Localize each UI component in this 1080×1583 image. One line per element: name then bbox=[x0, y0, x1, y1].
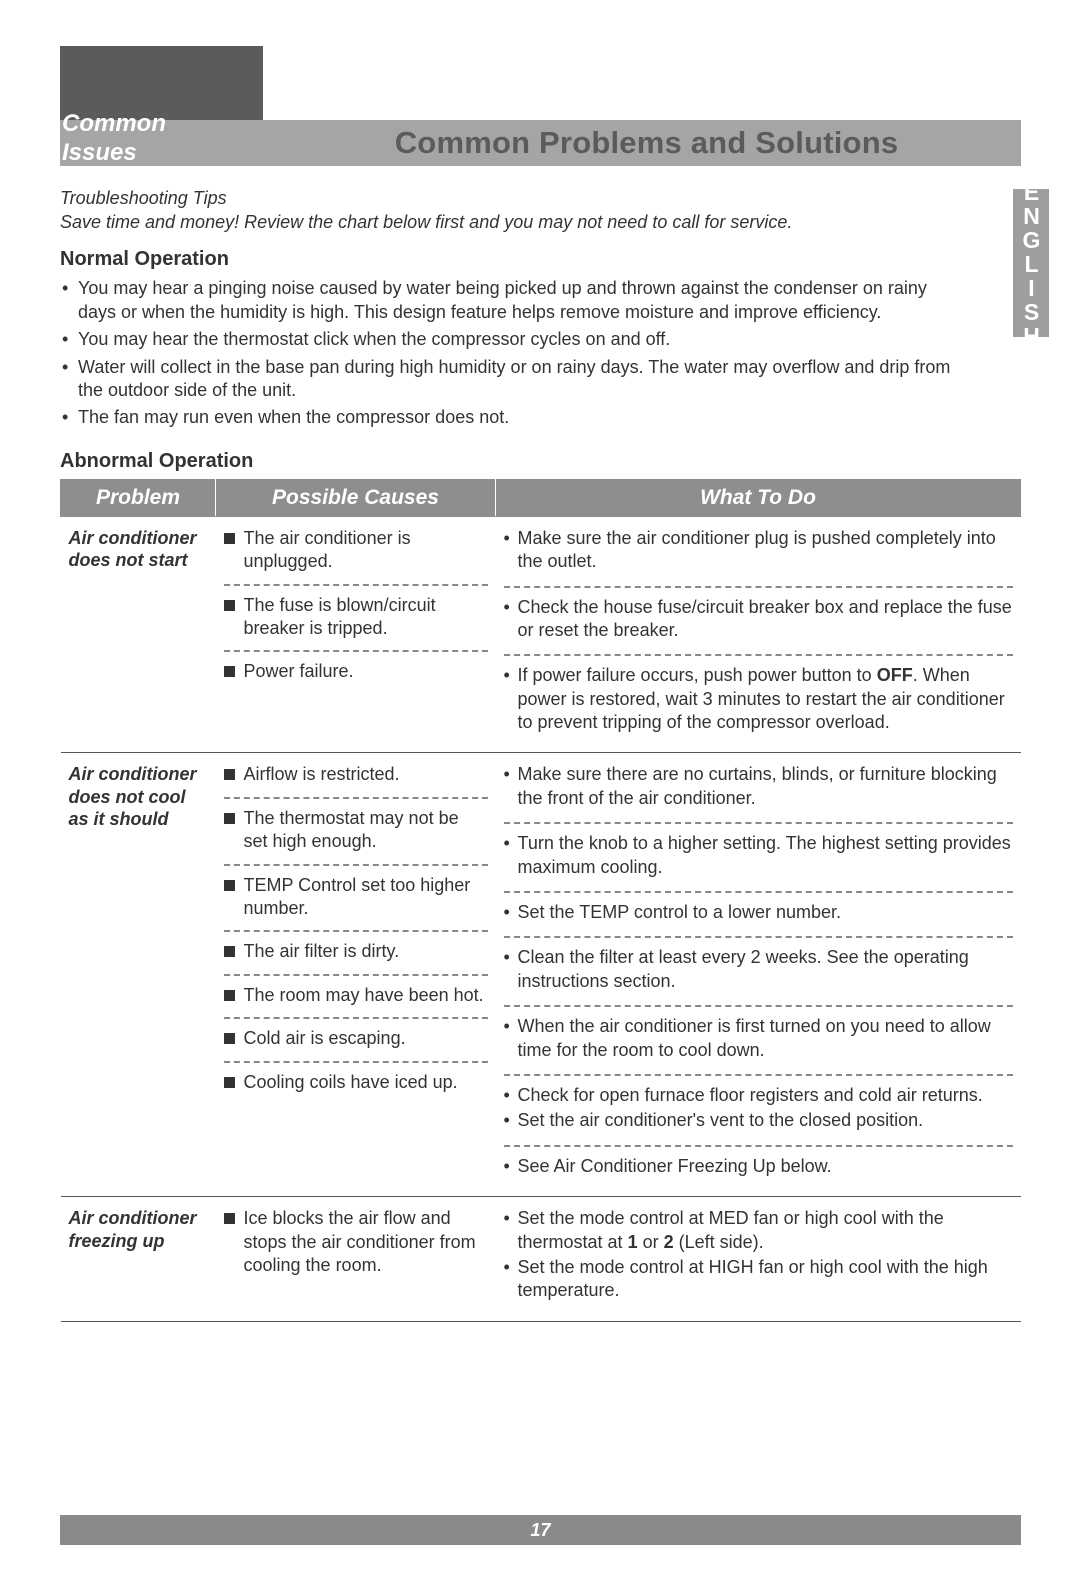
causes-cell: Airflow is restricted. The thermostat may… bbox=[216, 753, 496, 1197]
col-todo: What To Do bbox=[496, 479, 1021, 516]
dashed-divider bbox=[504, 891, 1013, 893]
dashed-divider bbox=[224, 1061, 488, 1063]
table-body: Air conditioner does not startThe air co… bbox=[61, 516, 1021, 1321]
normal-operation-heading: Normal Operation bbox=[60, 248, 1021, 271]
dashed-divider bbox=[224, 584, 488, 586]
dashed-divider bbox=[504, 586, 1013, 588]
todo-group: Set the mode control at MED fan or high … bbox=[504, 1207, 1013, 1313]
dashed-divider bbox=[224, 1017, 488, 1019]
todo-item: Make sure the air conditioner plug is pu… bbox=[504, 527, 1013, 576]
todo-item: Set the TEMP control to a lower number. bbox=[504, 901, 1013, 926]
dashed-divider bbox=[504, 1005, 1013, 1007]
page-number: 17 bbox=[530, 1520, 550, 1541]
troubleshooting-table: Problem Possible Causes What To Do Air c… bbox=[60, 479, 1021, 1322]
table-row: Air conditioner freezing upIce blocks th… bbox=[61, 1197, 1021, 1322]
todo-group: See Air Conditioner Freezing Up below. bbox=[504, 1155, 1013, 1188]
todo-group: Make sure the air conditioner plug is pu… bbox=[504, 527, 1013, 586]
todo-item: Check for open furnace floor registers a… bbox=[504, 1084, 1013, 1109]
todo-group: Turn the knob to a higher setting. The h… bbox=[504, 832, 1013, 891]
normal-operation-item: The fan may run even when the compressor… bbox=[60, 406, 1021, 429]
dashed-divider bbox=[504, 822, 1013, 824]
todo-item: Check the house fuse/circuit breaker box… bbox=[504, 596, 1013, 645]
language-tab-text: ENGLISH bbox=[1018, 179, 1045, 347]
table-row: Air conditioner does not startThe air co… bbox=[61, 516, 1021, 753]
tips-heading: Troubleshooting Tips bbox=[60, 188, 1021, 209]
cause-item: The fuse is blown/circuit breaker is tri… bbox=[224, 594, 488, 651]
todo-group: Check for open furnace floor registers a… bbox=[504, 1084, 1013, 1145]
todo-group: Set the TEMP control to a lower number. bbox=[504, 901, 1013, 936]
dashed-divider bbox=[224, 974, 488, 976]
dashed-divider bbox=[224, 930, 488, 932]
page-footer: 17 bbox=[60, 1515, 1021, 1545]
todo-item: If power failure occurs, push power butt… bbox=[504, 664, 1013, 734]
todo-item: Set the air conditioner's vent to the cl… bbox=[504, 1109, 1013, 1134]
problem-cell: Air conditioner does not start bbox=[61, 516, 216, 753]
section-label-line1: Common bbox=[62, 110, 166, 137]
cause-item: Power failure. bbox=[224, 660, 488, 683]
dashed-divider bbox=[224, 797, 488, 799]
dashed-divider bbox=[504, 1074, 1013, 1076]
dashed-divider bbox=[224, 650, 488, 652]
problem-cell: Air conditioner freezing up bbox=[61, 1197, 216, 1322]
col-problem: Problem bbox=[61, 479, 216, 516]
todo-cell: Make sure there are no curtains, blinds,… bbox=[496, 753, 1021, 1197]
problem-cell: Air conditioner does not cool as it shou… bbox=[61, 753, 216, 1197]
causes-cell: Ice blocks the air flow and stops the ai… bbox=[216, 1197, 496, 1322]
todo-item: Make sure there are no curtains, blinds,… bbox=[504, 763, 1013, 812]
cause-item: The air conditioner is unplugged. bbox=[224, 527, 488, 584]
content: Troubleshooting Tips Save time and money… bbox=[60, 188, 1021, 1322]
dashed-divider bbox=[504, 1145, 1013, 1147]
todo-group: When the air conditioner is first turned… bbox=[504, 1015, 1013, 1074]
todo-group: Make sure there are no curtains, blinds,… bbox=[504, 763, 1013, 822]
dashed-divider bbox=[504, 936, 1013, 938]
todo-cell: Make sure the air conditioner plug is pu… bbox=[496, 516, 1021, 753]
dashed-divider bbox=[224, 864, 488, 866]
normal-operation-item: You may hear a pinging noise caused by w… bbox=[60, 277, 1021, 324]
manual-page: Common Issues Common Problems and Soluti… bbox=[0, 0, 1080, 1583]
todo-item: See Air Conditioner Freezing Up below. bbox=[504, 1155, 1013, 1178]
cause-item: The thermostat may not be set high enoug… bbox=[224, 807, 488, 864]
todo-item: When the air conditioner is first turned… bbox=[504, 1015, 1013, 1064]
section-label: Common Issues bbox=[62, 110, 166, 168]
todo-group: Clean the filter at least every 2 weeks.… bbox=[504, 946, 1013, 1005]
tips-body: Save time and money! Review the chart be… bbox=[60, 211, 1021, 234]
cause-item: Airflow is restricted. bbox=[224, 763, 488, 796]
normal-operation-item: You may hear the thermostat click when t… bbox=[60, 328, 1021, 351]
col-causes: Possible Causes bbox=[216, 479, 496, 516]
todo-group: If power failure occurs, push power butt… bbox=[504, 664, 1013, 744]
cause-item: Ice blocks the air flow and stops the ai… bbox=[224, 1207, 488, 1277]
normal-operation-list: You may hear a pinging noise caused by w… bbox=[60, 277, 1021, 429]
cause-item: TEMP Control set too higher number. bbox=[224, 874, 488, 931]
cause-item: The room may have been hot. bbox=[224, 984, 488, 1017]
abnormal-operation-heading: Abnormal Operation bbox=[60, 450, 1021, 473]
todo-group: Check the house fuse/circuit breaker box… bbox=[504, 596, 1013, 655]
todo-item: Clean the filter at least every 2 weeks.… bbox=[504, 946, 1013, 995]
cause-item: The air filter is dirty. bbox=[224, 940, 488, 973]
cause-item: Cooling coils have iced up. bbox=[224, 1071, 488, 1094]
table-row: Air conditioner does not cool as it shou… bbox=[61, 753, 1021, 1197]
normal-operation-item: Water will collect in the base pan durin… bbox=[60, 356, 1021, 403]
section-label-line2: Issues bbox=[62, 139, 137, 166]
todo-cell: Set the mode control at MED fan or high … bbox=[496, 1197, 1021, 1322]
todo-item: Turn the knob to a higher setting. The h… bbox=[504, 832, 1013, 881]
page-title: Common Problems and Solutions bbox=[272, 120, 1021, 166]
todo-item: Set the mode control at HIGH fan or high… bbox=[504, 1256, 1013, 1303]
dashed-divider bbox=[504, 654, 1013, 656]
cause-item: Cold air is escaping. bbox=[224, 1027, 488, 1060]
causes-cell: The air conditioner is unplugged. The fus… bbox=[216, 516, 496, 753]
todo-item: Set the mode control at MED fan or high … bbox=[504, 1207, 1013, 1256]
